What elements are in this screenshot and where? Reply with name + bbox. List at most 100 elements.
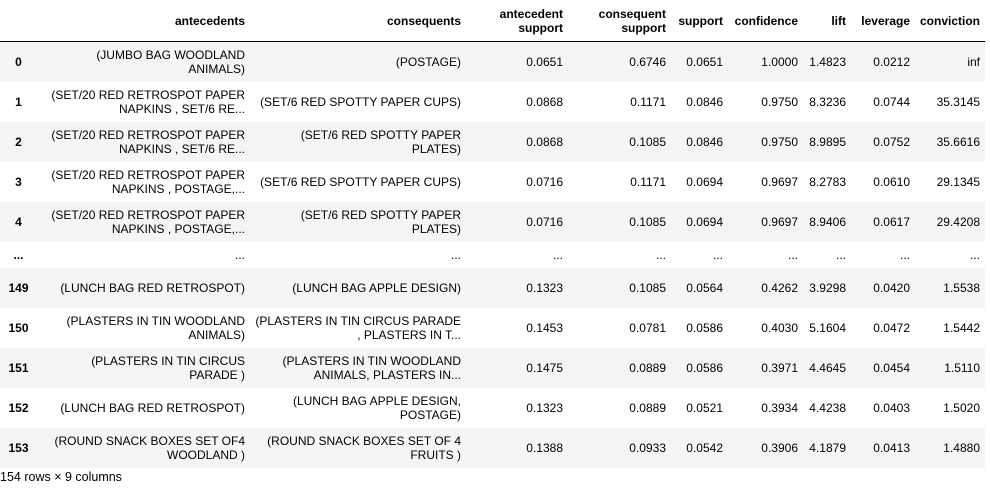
row-index: ... [13, 247, 24, 262]
leverage-cell: 0.0472 [873, 320, 910, 335]
leverage-cell: 0.0752 [873, 134, 910, 149]
leverage-cell: 0.0744 [873, 94, 910, 109]
confidence-cell: 0.3934 [761, 400, 798, 415]
antecedents-cell: (LUNCH BAG RED RETROSPOT) [60, 400, 245, 415]
column-header-leverage: leverage [851, 0, 915, 42]
lift-cell: 4.1879 [809, 440, 846, 455]
consequent-support-cell: 0.1171 [630, 94, 666, 109]
confidence-cell: 0.3906 [761, 440, 798, 455]
antecedent-support-cell: 0.1453 [526, 320, 563, 335]
row-index: 149 [8, 280, 29, 295]
confidence-cell: 0.4262 [761, 280, 798, 295]
consequents-cell: (SET/6 RED SPOTTY PAPER CUPS) [260, 94, 461, 109]
lift-cell: 4.4645 [809, 360, 846, 375]
consequents-cell: (PLASTERS IN TIN WOODLAND ANIMALS, PLAST… [282, 353, 461, 382]
row-index: 153 [8, 440, 29, 455]
conviction-cell: 1.5020 [943, 400, 980, 415]
consequents-cell: (SET/6 RED SPOTTY PAPER PLATES) [300, 127, 461, 156]
consequent-support-cell: 0.1085 [629, 134, 666, 149]
support-cell: 0.0586 [686, 360, 723, 375]
column-header-index [0, 0, 37, 42]
column-header-antecedent-support: antecedent support [466, 0, 568, 42]
row-index: 1 [15, 94, 22, 109]
lift-cell: 5.1604 [809, 320, 846, 335]
table-row: 3 (SET/20 RED RETROSPOT PAPER NAPKINS , P… [0, 161, 985, 202]
confidence-cell: 0.9750 [761, 94, 798, 109]
column-header-lift: lift [803, 0, 851, 42]
support-cell: 0.0694 [686, 214, 723, 229]
consequent-support-cell: ... [655, 247, 666, 262]
column-header-consequents: consequents [250, 0, 466, 42]
antecedent-support-cell: 0.0716 [526, 214, 563, 229]
table-row: 152 (LUNCH BAG RED RETROSPOT) (LUNCH BAG A… [0, 387, 985, 428]
confidence-cell: 0.9697 [761, 174, 798, 189]
leverage-cell: 0.0212 [873, 54, 910, 69]
leverage-cell: 0.0403 [873, 400, 910, 415]
antecedents-cell: (JUMBO BAG WOODLAND ANIMALS) [96, 47, 245, 76]
support-cell: 0.0846 [686, 134, 723, 149]
leverage-cell: 0.0413 [873, 440, 910, 455]
antecedent-support-cell: 0.0716 [526, 174, 563, 189]
consequent-support-cell: 0.0933 [629, 440, 666, 455]
table-row: 153 (ROUND SNACK BOXES SET OF4 WOODLAND )… [0, 427, 985, 468]
column-header-conviction: conviction [915, 0, 985, 42]
confidence-cell: 0.9697 [761, 214, 798, 229]
leverage-cell: 0.0617 [873, 214, 910, 229]
consequent-support-cell: 0.0889 [629, 400, 666, 415]
consequents-cell: (LUNCH BAG APPLE DESIGN, POSTAGE) [292, 393, 461, 422]
table-row: 1 (SET/20 RED RETROSPOT PAPER NAPKINS , S… [0, 81, 985, 122]
row-index: 150 [8, 320, 29, 335]
lift-cell: 1.4823 [809, 54, 846, 69]
antecedents-cell: (SET/20 RED RETROSPOT PAPER NAPKINS , PO… [51, 167, 245, 196]
conviction-cell: 1.4880 [943, 440, 980, 455]
antecedent-support-cell: 0.1388 [526, 440, 563, 455]
antecedent-support-cell: 0.0868 [526, 94, 563, 109]
support-cell: 0.0542 [686, 440, 723, 455]
consequent-support-cell: 0.0889 [629, 360, 666, 375]
leverage-cell: 0.0420 [873, 280, 910, 295]
row-index: 4 [15, 214, 22, 229]
conviction-cell: inf [967, 54, 980, 69]
conviction-cell: 1.5110 [944, 360, 980, 375]
row-index: 2 [15, 134, 22, 149]
conviction-cell: 29.1345 [936, 174, 980, 189]
antecedent-support-cell: ... [552, 247, 563, 262]
support-cell: 0.0521 [686, 400, 723, 415]
support-cell: 0.0564 [686, 280, 723, 295]
antecedents-cell: (SET/20 RED RETROSPOT PAPER NAPKINS , SE… [51, 127, 245, 156]
confidence-cell: 0.9750 [761, 134, 798, 149]
row-index: 151 [8, 360, 29, 375]
consequent-support-cell: 0.0781 [629, 320, 666, 335]
antecedent-support-cell: 0.0868 [526, 134, 563, 149]
table-body: 0 (JUMBO BAG WOODLAND ANIMALS) (POSTAGE) 0.… [0, 41, 985, 468]
column-header-antecedents: antecedents [37, 0, 250, 42]
conviction-cell: 35.3145 [936, 94, 980, 109]
leverage-cell: ... [899, 247, 910, 262]
antecedents-cell: (LUNCH BAG RED RETROSPOT) [60, 280, 245, 295]
column-header-support: support [671, 0, 728, 42]
consequents-cell: (PLASTERS IN TIN CIRCUS PARADE , PLASTER… [255, 313, 461, 342]
consequent-support-cell: 0.1085 [629, 280, 666, 295]
antecedents-cell: (SET/20 RED RETROSPOT PAPER NAPKINS , PO… [51, 207, 245, 236]
dataframe-shape-note: 154 rows × 9 columns [0, 470, 122, 484]
antecedents-cell: (SET/20 RED RETROSPOT PAPER NAPKINS , SE… [51, 87, 245, 116]
table-row: 0 (JUMBO BAG WOODLAND ANIMALS) (POSTAGE) 0.… [0, 41, 985, 82]
leverage-cell: 0.0454 [873, 360, 910, 375]
support-cell: 0.0586 [686, 320, 723, 335]
consequents-cell: (SET/6 RED SPOTTY PAPER CUPS) [260, 174, 461, 189]
lift-cell: 8.9406 [809, 214, 846, 229]
consequent-support-cell: 0.6746 [629, 54, 666, 69]
antecedent-support-cell: 0.1323 [526, 280, 563, 295]
conviction-cell: 29.4208 [936, 214, 980, 229]
table-header-row: antecedents consequents antecedent suppo… [0, 0, 985, 42]
table-row: 2 (SET/20 RED RETROSPOT PAPER NAPKINS , S… [0, 121, 985, 162]
table-row: 150 (PLASTERS IN TIN WOODLAND ANIMALS) (PL… [0, 307, 985, 348]
confidence-cell: 0.4030 [761, 320, 798, 335]
confidence-cell: 1.0000 [761, 54, 798, 69]
consequents-cell: (LUNCH BAG APPLE DESIGN) [292, 280, 461, 295]
table-ellipsis-row: .............................. [0, 241, 985, 268]
consequent-support-cell: 0.1171 [630, 174, 666, 189]
dataframe-output: antecedents consequents antecedent suppo… [0, 0, 985, 468]
lift-cell: 8.2783 [809, 174, 846, 189]
consequents-cell: (POSTAGE) [395, 54, 461, 69]
